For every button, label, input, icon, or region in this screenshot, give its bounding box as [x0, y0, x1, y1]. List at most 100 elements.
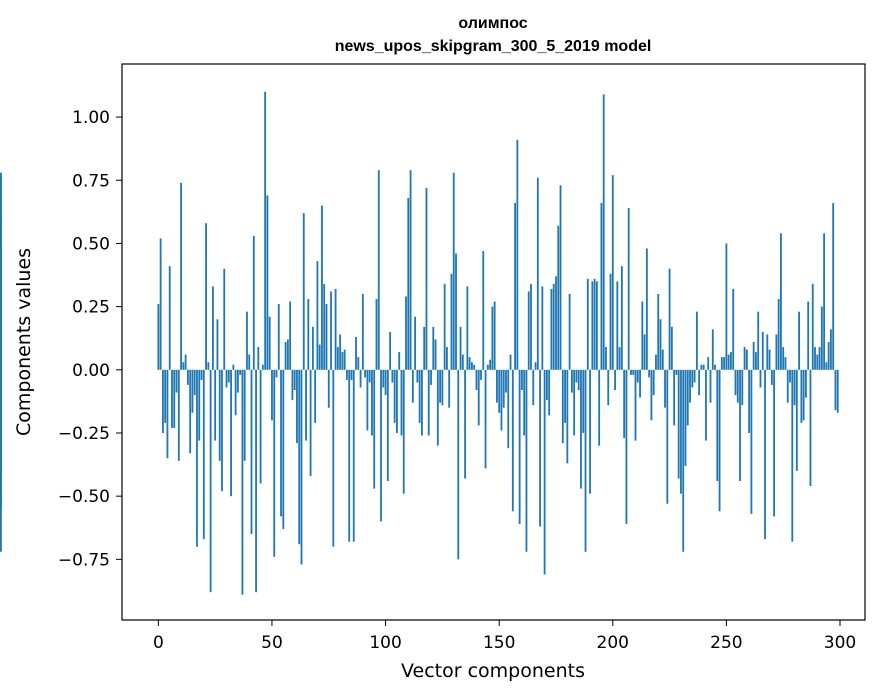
bar-273: [777, 299, 780, 370]
bar-281: [795, 369, 798, 471]
bar-78: [334, 288, 337, 370]
bar-80: [339, 334, 342, 370]
x-axis-label: Vector components: [401, 660, 585, 682]
bar-35: [236, 369, 239, 393]
bar-255: [736, 369, 739, 403]
x-axis-ticks: 0 50 100 150 200 250 300: [153, 620, 856, 653]
bar-22: [207, 362, 210, 370]
bar-258: [743, 347, 746, 370]
bar-12: [184, 354, 187, 370]
y-tick-label: 0.75: [72, 171, 110, 191]
bar-193: [595, 281, 598, 370]
bar-207: [627, 208, 630, 370]
bar-206: [625, 369, 628, 524]
bar-142: [480, 369, 482, 380]
bar-151: [500, 369, 503, 431]
bar-82: [343, 349, 346, 370]
bar-157: [514, 203, 516, 370]
bar-19: [200, 369, 203, 380]
bar-32: [230, 369, 232, 497]
bar-128: [448, 369, 451, 408]
bar-55: [282, 369, 285, 530]
bar-167: [536, 177, 539, 370]
bar-268: [766, 334, 769, 370]
bar-161: [523, 369, 526, 436]
bar-114: [416, 369, 419, 383]
bar-282: [798, 311, 801, 370]
bar-36: [239, 369, 242, 375]
bar-233: [686, 369, 689, 426]
bar-149: [496, 369, 498, 403]
bar-34: [234, 369, 237, 416]
bar-74: [325, 304, 328, 370]
bar-133: [459, 326, 462, 370]
bar-13: [186, 369, 189, 385]
bar-85: [350, 369, 353, 380]
bar-146: [489, 359, 491, 370]
bar-294: [825, 362, 828, 370]
y-tick-label: 1.00: [72, 108, 110, 128]
bar-235: [691, 369, 694, 388]
y-axis-ticks: −0.75 −0.50 −0.25 0.00 0.25 0.50 0.75 1.00: [58, 108, 122, 570]
bar-231: [682, 369, 685, 552]
bar-144: [484, 369, 487, 469]
bar-183: [573, 369, 576, 436]
bar-136: [466, 286, 469, 370]
bar-147: [491, 306, 494, 370]
bar-27: [218, 369, 221, 461]
bar-243: [709, 369, 712, 403]
bar-296: [830, 329, 832, 370]
bar-72: [321, 205, 323, 370]
bar-49: [268, 316, 271, 370]
bar-162: [525, 369, 528, 552]
bar-103: [391, 369, 394, 383]
bar-130: [452, 172, 455, 370]
bar-254: [734, 369, 737, 396]
bar-238: [698, 369, 701, 396]
bar-undefined: [0, 276, 2, 370]
bar-220: [657, 293, 660, 370]
bar-47: [264, 91, 267, 370]
bar-3: [164, 369, 167, 423]
bar-298: [834, 369, 837, 411]
bar-91: [364, 369, 367, 378]
bar-31: [227, 369, 230, 383]
bar-20: [202, 369, 205, 540]
bar-61: [296, 369, 298, 444]
bar-16: [193, 369, 196, 396]
bar-158: [516, 139, 519, 370]
bar-200: [611, 175, 614, 370]
bar-97: [377, 170, 380, 370]
bar-9: [177, 369, 180, 461]
bar-106: [398, 352, 401, 370]
x-tick-label: 0: [153, 633, 164, 653]
bar-239: [700, 364, 703, 370]
bar-215: [645, 248, 648, 370]
bar-180: [566, 369, 569, 464]
bar-186: [580, 369, 582, 489]
bar-218: [652, 369, 655, 396]
bar-222: [661, 349, 664, 370]
bar-213: [641, 301, 644, 370]
bar-262: [752, 342, 755, 370]
bar-143: [482, 251, 485, 370]
bar-88: [357, 357, 360, 370]
bar-209: [632, 369, 635, 375]
bar-33: [232, 364, 235, 370]
bar-299: [836, 369, 839, 413]
bar-0: [157, 304, 160, 370]
bar-247: [718, 369, 721, 512]
bar-79: [336, 347, 339, 370]
bar-56: [284, 342, 287, 370]
bar-7: [173, 369, 176, 428]
bar-84: [348, 369, 351, 542]
bar-141: [477, 369, 480, 426]
bar-71: [318, 344, 321, 370]
bar-259: [745, 349, 748, 370]
bar-111: [409, 170, 412, 370]
bar-undefined: [0, 369, 2, 471]
bar-274: [780, 233, 782, 370]
bar-198: [607, 369, 610, 406]
bar-160: [520, 369, 523, 391]
bar-98: [380, 369, 382, 522]
